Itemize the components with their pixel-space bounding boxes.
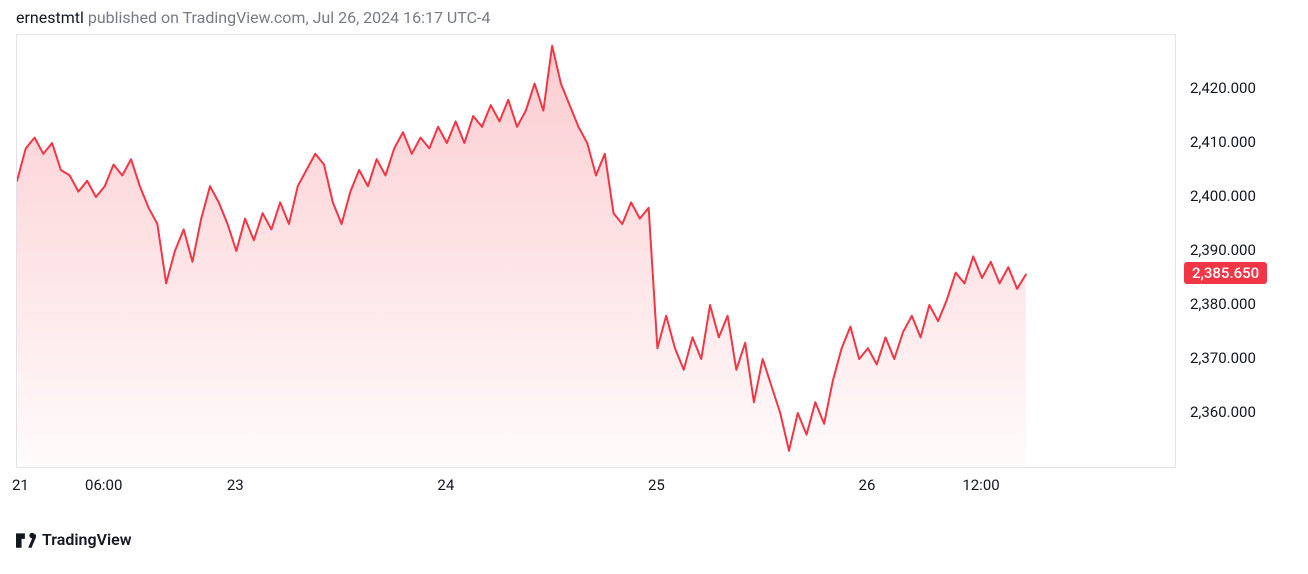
y-tick-label: 2,400.000 xyxy=(1190,187,1256,205)
x-tick-label: 21 xyxy=(12,476,29,494)
y-tick-label: 2,420.000 xyxy=(1190,79,1256,97)
attribution-rest: published on TradingView.com, Jul 26, 20… xyxy=(84,8,491,27)
tradingview-logo-icon xyxy=(16,532,36,548)
y-tick-label: 2,360.000 xyxy=(1190,403,1256,421)
current-price-badge: 2,385.650 xyxy=(1184,262,1267,284)
attribution-user: ernestmtl xyxy=(16,8,84,27)
x-tick-label: 26 xyxy=(859,476,876,494)
x-tick-label: 12:00 xyxy=(962,476,999,494)
y-axis: 2,420.000 2,410.000 2,400.000 2,390.000 2,38… xyxy=(1180,34,1292,468)
x-tick-label: 23 xyxy=(227,476,244,494)
x-tick-label: 25 xyxy=(648,476,665,494)
x-axis: 2106:002324252612:00 xyxy=(16,472,1176,500)
attribution-line: ernestmtl published on TradingView.com, … xyxy=(16,8,490,27)
price-chart[interactable] xyxy=(16,34,1176,468)
branding-text: TradingView xyxy=(42,530,132,549)
tradingview-branding: TradingView xyxy=(16,530,132,549)
y-tick-label: 2,380.000 xyxy=(1190,295,1256,313)
y-tick-label: 2,390.000 xyxy=(1190,241,1256,259)
x-tick-label: 06:00 xyxy=(85,476,122,494)
chart-svg xyxy=(17,35,1175,467)
y-tick-label: 2,370.000 xyxy=(1190,349,1256,367)
chart-container: ernestmtl published on TradingView.com, … xyxy=(0,0,1308,574)
y-tick-label: 2,410.000 xyxy=(1190,133,1256,151)
x-tick-label: 24 xyxy=(437,476,454,494)
